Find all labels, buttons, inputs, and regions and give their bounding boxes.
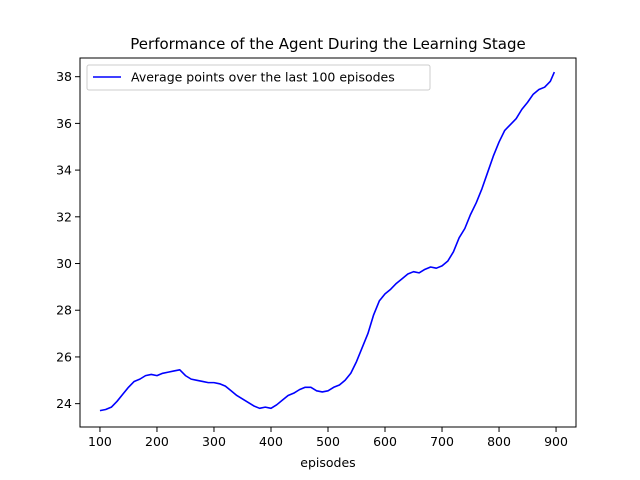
x-tick-label: 700: [430, 434, 454, 449]
y-tick-label: 38: [56, 69, 72, 84]
y-tick-label: 30: [56, 256, 72, 271]
x-tick-label: 300: [202, 434, 226, 449]
y-tick-label: 34: [56, 163, 72, 178]
y-tick-label: 26: [56, 349, 72, 364]
x-axis-label: episodes: [300, 455, 355, 470]
legend-label: Average points over the last 100 episode…: [131, 70, 395, 85]
y-tick-label: 24: [56, 396, 72, 411]
chart-title: Performance of the Agent During the Lear…: [130, 35, 525, 53]
x-tick-label: 800: [487, 434, 511, 449]
series-line: [99, 71, 556, 412]
x-tick-label: 500: [316, 434, 340, 449]
x-tick-label: 400: [259, 434, 283, 449]
x-tick-label: 100: [88, 434, 112, 449]
y-axis: 24 26 28 30 32 34 36 38: [56, 69, 80, 411]
y-tick-label: 32: [56, 209, 72, 224]
series-layer: [99, 71, 556, 412]
x-axis: 100 200 300 400 500 600 700 800 900: [88, 427, 568, 449]
legend-box: [86, 64, 431, 91]
legend: Average points over the last 100 episode…: [86, 64, 431, 91]
y-tick-label: 36: [56, 116, 72, 131]
x-tick-label: 900: [544, 434, 568, 449]
y-tick-label: 28: [56, 303, 72, 318]
x-tick-label: 200: [145, 434, 169, 449]
x-tick-label: 600: [373, 434, 397, 449]
plot-frame: [79, 57, 577, 428]
